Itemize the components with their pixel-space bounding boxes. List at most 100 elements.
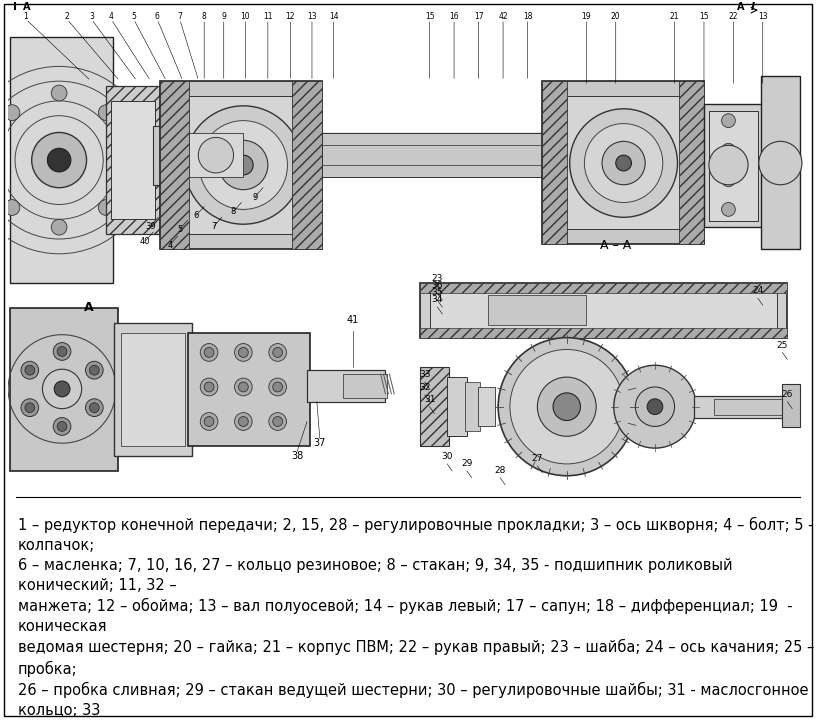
- Circle shape: [721, 114, 735, 127]
- Circle shape: [721, 173, 735, 186]
- Circle shape: [584, 124, 663, 202]
- Circle shape: [90, 365, 100, 375]
- Circle shape: [21, 361, 38, 379]
- Circle shape: [86, 399, 103, 417]
- Text: 28: 28: [494, 466, 506, 474]
- Circle shape: [234, 343, 252, 361]
- Text: 38: 38: [291, 451, 304, 461]
- Text: 1 – редуктор конечной передачи; 2, 15, 28 – регулировочные прокладки; 3 – ось шк: 1 – редуктор конечной передачи; 2, 15, 2…: [18, 517, 814, 720]
- Text: 19: 19: [582, 12, 591, 21]
- Circle shape: [99, 199, 114, 215]
- Text: 13: 13: [307, 12, 317, 21]
- Circle shape: [99, 105, 114, 120]
- Text: 12: 12: [286, 12, 295, 21]
- Circle shape: [118, 152, 134, 168]
- Text: 11: 11: [263, 12, 273, 21]
- Circle shape: [273, 382, 282, 392]
- Bar: [292, 81, 322, 249]
- Circle shape: [761, 158, 770, 168]
- Text: 2: 2: [64, 12, 69, 21]
- Circle shape: [198, 138, 233, 173]
- Bar: [160, 81, 189, 249]
- Circle shape: [268, 378, 286, 396]
- Circle shape: [616, 155, 632, 171]
- Circle shape: [25, 402, 35, 413]
- Text: 13: 13: [758, 12, 768, 21]
- Circle shape: [90, 402, 100, 413]
- Circle shape: [614, 365, 696, 448]
- Circle shape: [184, 106, 302, 224]
- Bar: [153, 125, 171, 185]
- Circle shape: [86, 361, 103, 379]
- Circle shape: [538, 377, 596, 436]
- Circle shape: [709, 145, 748, 185]
- Circle shape: [759, 141, 802, 185]
- Bar: [173, 96, 310, 234]
- Circle shape: [234, 413, 252, 431]
- Bar: [160, 149, 543, 165]
- Circle shape: [51, 220, 67, 235]
- Bar: [714, 399, 783, 415]
- Text: I: I: [751, 2, 755, 12]
- Text: 6: 6: [193, 211, 199, 220]
- Circle shape: [510, 349, 623, 464]
- Bar: [106, 86, 160, 234]
- Bar: [322, 133, 543, 177]
- Circle shape: [42, 369, 82, 409]
- Bar: [543, 81, 567, 244]
- Text: 9: 9: [221, 12, 226, 21]
- Text: 5: 5: [177, 225, 182, 234]
- Circle shape: [200, 378, 218, 396]
- Text: 9: 9: [252, 192, 258, 202]
- Text: 7: 7: [177, 12, 182, 21]
- Bar: [447, 377, 467, 436]
- Text: А: А: [738, 2, 745, 12]
- Text: I: I: [13, 2, 17, 12]
- Circle shape: [53, 343, 71, 360]
- Circle shape: [51, 85, 67, 101]
- Text: А: А: [84, 301, 93, 314]
- Bar: [543, 81, 704, 244]
- Text: 3: 3: [89, 12, 94, 21]
- Text: А: А: [23, 2, 30, 12]
- Circle shape: [238, 348, 248, 357]
- Bar: [10, 37, 113, 284]
- Bar: [694, 396, 787, 418]
- Circle shape: [570, 109, 677, 217]
- Text: 33: 33: [419, 370, 430, 379]
- Circle shape: [498, 338, 636, 476]
- Text: 23: 23: [432, 274, 443, 284]
- Bar: [307, 370, 385, 402]
- Text: 18: 18: [523, 12, 532, 21]
- Circle shape: [636, 387, 675, 426]
- Bar: [419, 284, 787, 293]
- Text: 24: 24: [752, 287, 764, 295]
- Bar: [488, 295, 587, 325]
- Circle shape: [21, 399, 38, 417]
- Bar: [111, 101, 155, 220]
- Bar: [10, 308, 118, 471]
- Bar: [188, 333, 310, 446]
- Circle shape: [238, 382, 248, 392]
- Text: 22: 22: [729, 12, 738, 21]
- Circle shape: [783, 145, 792, 156]
- Text: 41: 41: [347, 315, 359, 325]
- Circle shape: [25, 365, 35, 375]
- Text: 30: 30: [441, 452, 453, 461]
- Text: 35: 35: [432, 288, 443, 297]
- Circle shape: [768, 145, 778, 156]
- Circle shape: [57, 346, 67, 356]
- Text: 16: 16: [450, 12, 459, 21]
- Bar: [189, 133, 243, 177]
- Text: 27: 27: [532, 454, 543, 463]
- Text: 20: 20: [611, 12, 621, 21]
- Text: 36: 36: [432, 282, 443, 290]
- Text: 8: 8: [202, 12, 206, 21]
- Circle shape: [268, 343, 286, 361]
- Bar: [783, 384, 800, 428]
- Circle shape: [54, 381, 70, 397]
- Bar: [419, 367, 449, 446]
- Text: 8: 8: [231, 207, 237, 216]
- Circle shape: [57, 421, 67, 431]
- Bar: [557, 96, 690, 229]
